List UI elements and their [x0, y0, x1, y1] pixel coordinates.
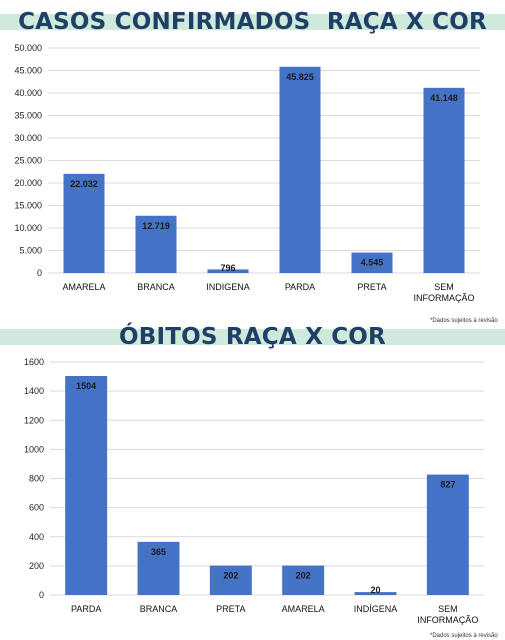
bar [63, 173, 105, 273]
x-tick-label: BRANCA [137, 282, 175, 292]
bar [279, 66, 321, 273]
data-label: 20 [370, 585, 380, 595]
bar [354, 592, 397, 595]
data-label: 827 [440, 480, 455, 490]
y-tick-label: 45.000 [14, 66, 42, 76]
x-tick-label: AMARELA [282, 604, 325, 614]
x-tick-label: INDÍGENA [354, 604, 398, 614]
y-tick-label: 1400 [24, 386, 44, 396]
y-tick-label: 1200 [24, 415, 44, 425]
data-label: 4.545 [361, 258, 384, 268]
x-tick-label: SEM INFORMAÇÃO [417, 604, 478, 625]
y-tick-label: 30.000 [14, 133, 42, 143]
bar [351, 252, 393, 273]
bar [209, 565, 252, 595]
chart-title-obitos: ÓBITOS RAÇA X COR [119, 324, 386, 350]
bar [423, 87, 465, 273]
y-tick-label: 20.000 [14, 178, 42, 188]
x-tick-label: INDIGENA [206, 282, 250, 292]
x-tick-label: SEM INFORMAÇÃO [413, 282, 474, 303]
data-label: 796 [220, 263, 235, 273]
bar [137, 541, 180, 595]
data-label: 22.032 [70, 179, 98, 189]
title-band-top [0, 14, 505, 30]
x-tick-label: AMARELA [62, 282, 105, 292]
note-obitos: *Dados sujeitos à revisão [430, 633, 498, 639]
y-tick-label: 25.000 [14, 156, 42, 166]
y-tick-label: 400 [29, 532, 44, 542]
bar [207, 269, 249, 273]
y-tick-label: 35.000 [14, 111, 42, 121]
bar [426, 474, 469, 595]
y-tick-label: 600 [29, 503, 44, 513]
data-label: 12.719 [142, 221, 170, 231]
x-tick-label: BRANCA [140, 604, 178, 614]
y-tick-label: 15.000 [14, 201, 42, 211]
y-tick-label: 10.000 [14, 223, 42, 233]
bar [282, 565, 325, 595]
y-tick-label: 0 [37, 268, 42, 278]
data-label: 45.825 [286, 72, 314, 82]
x-tick-label: PARDA [285, 282, 315, 292]
y-tick-label: 1600 [24, 357, 44, 367]
data-label: 1504 [76, 381, 96, 391]
y-tick-label: 0 [39, 590, 44, 600]
data-label: 202 [223, 571, 238, 581]
x-tick-label: PARDA [71, 604, 101, 614]
x-tick-label: PRETA [216, 604, 245, 614]
data-label: 41.148 [430, 93, 458, 103]
y-tick-label: 5.000 [19, 246, 42, 256]
y-tick-label: 40.000 [14, 88, 42, 98]
bar [65, 375, 108, 595]
chart-title-casos: CASOS CONFIRMADOS RAÇA X COR [18, 9, 487, 35]
title-band-bottom [0, 329, 505, 345]
obitos-chart: 0 200 400 600 800 1000 1200 1400 1600 1504 PARDA 36… [24, 357, 484, 625]
y-tick-label: 200 [29, 561, 44, 571]
y-tick-label: 1000 [24, 444, 44, 454]
x-tick-label: PRETA [357, 282, 386, 292]
note-casos: *Dados sujeitos à revisão [430, 318, 498, 324]
bar [135, 215, 177, 273]
y-tick-label: 50.000 [14, 43, 42, 53]
data-label: 202 [296, 571, 311, 581]
data-label: 365 [151, 547, 166, 557]
y-tick-label: 800 [29, 474, 44, 484]
casos-chart: 0 5.000 10.000 15.000 20.000 25.000 30.000 35.0… [14, 43, 480, 303]
